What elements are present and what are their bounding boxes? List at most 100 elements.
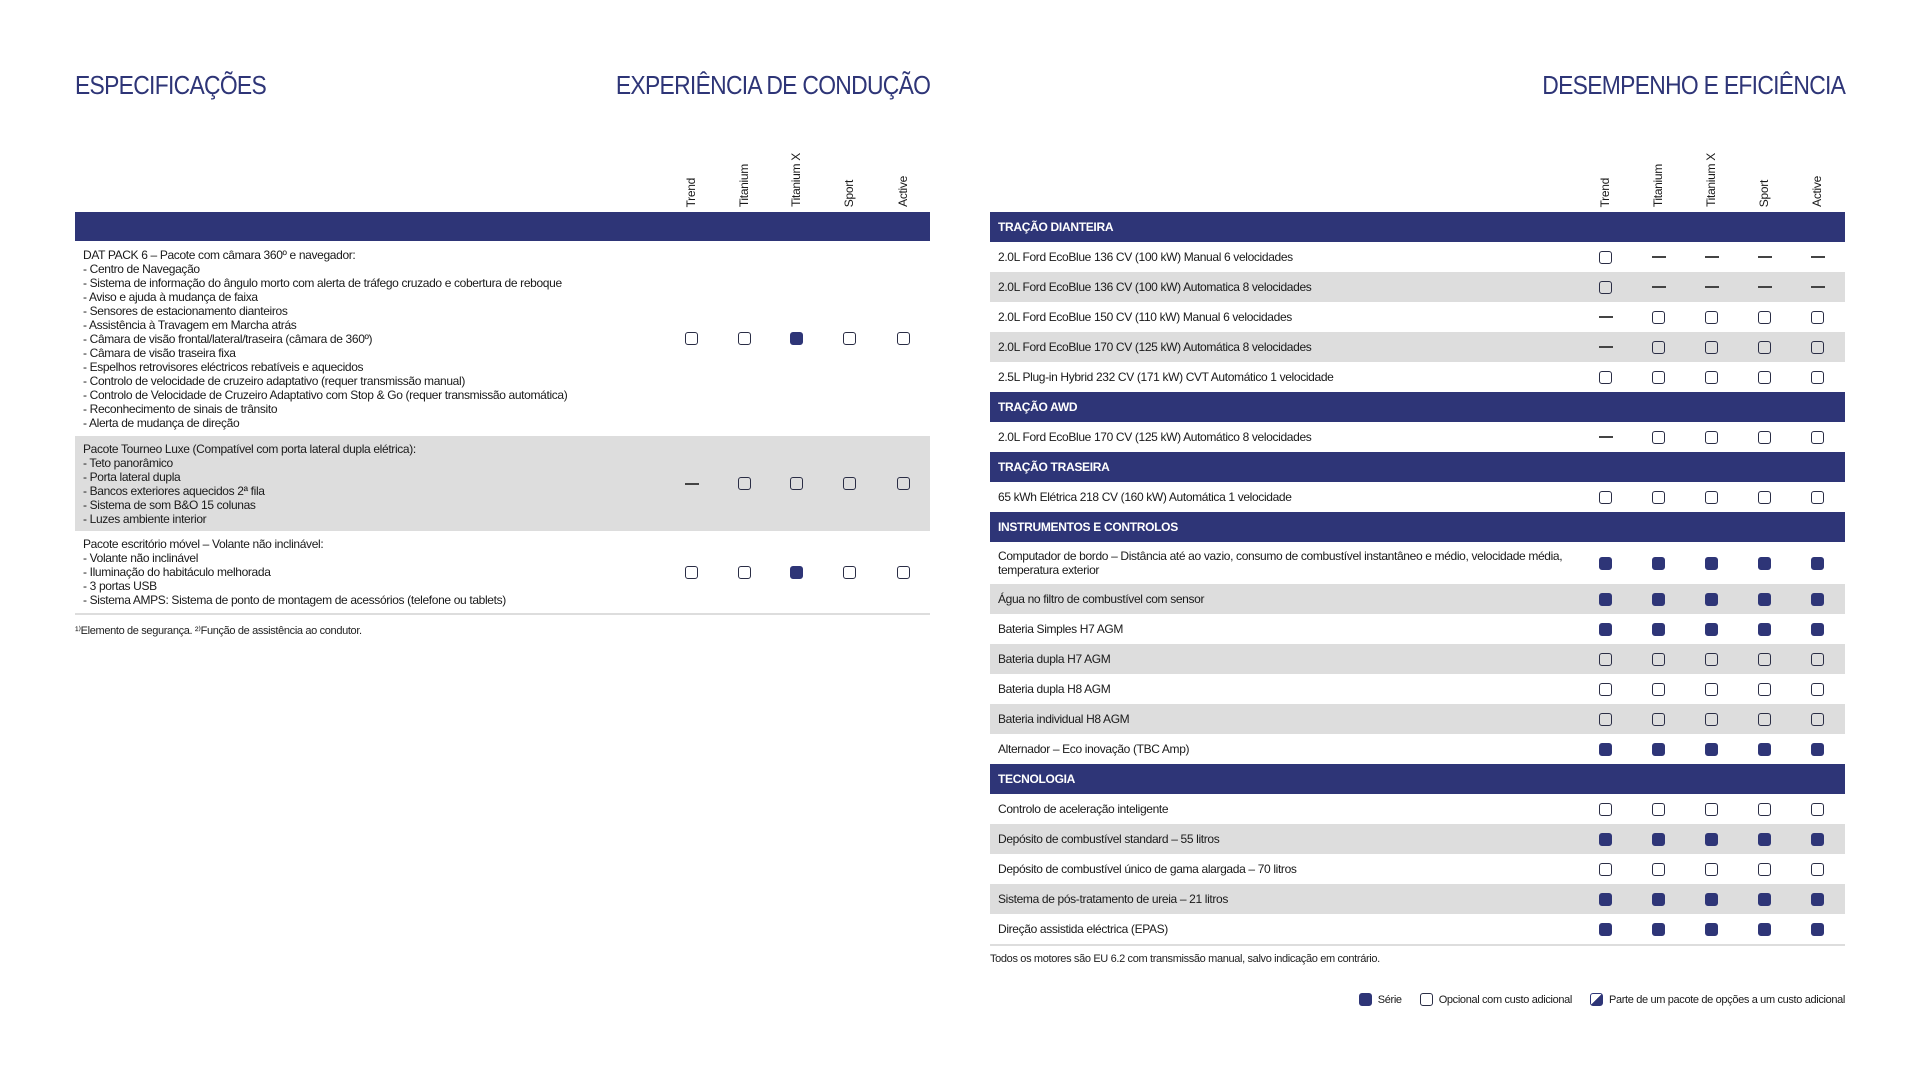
optional-empty-square-icon [1652, 490, 1665, 504]
standard-filled-square-icon [1811, 922, 1824, 936]
optional-empty-square-icon [1599, 862, 1612, 876]
optional-empty-square-icon [685, 332, 698, 345]
optional-empty-square-icon [1811, 682, 1824, 696]
package-line: - Bancos exteriores aquecidos 2ª fila [83, 484, 265, 498]
package-description: DAT PACK 6 – Pacote com câmara 360º e na… [75, 241, 930, 430]
standard-filled-square-icon [1652, 592, 1665, 606]
optional-empty-square-icon [1811, 712, 1824, 726]
spec-label: Alternador – Eco inovação (TBC Amp) [998, 742, 1190, 756]
optional-empty-square-icon [1599, 250, 1612, 264]
not-available-dash-icon [1705, 286, 1719, 288]
optional-empty-square-icon [1652, 430, 1665, 444]
optional-empty-square-icon [1705, 682, 1718, 696]
right-footnote: Todos os motores são EU 6.2 com transmis… [990, 953, 1380, 965]
optional-empty-square-icon [1652, 310, 1665, 324]
package-line: - Sistema de informação do ângulo morto … [83, 276, 562, 290]
spec-row: 2.0L Ford EcoBlue 170 CV (125 kW) Automá… [990, 422, 1845, 452]
spec-label: Depósito de combustível standard – 55 li… [998, 832, 1220, 846]
legend-serie: Série [1358, 993, 1402, 1006]
column-header-label: Sport [842, 179, 856, 207]
spec-label: 2.0L Ford EcoBlue 170 CV (125 kW) Automá… [998, 430, 1312, 444]
standard-filled-square-icon [1599, 922, 1612, 936]
column-header-label: Trend [684, 177, 698, 207]
standard-filled-square-icon [1599, 556, 1612, 570]
standard-filled-square-icon [1758, 592, 1771, 606]
optional-empty-square-icon [1599, 802, 1612, 816]
column-header-sport: Sport [842, 130, 862, 207]
column-header-label: Titanium [737, 163, 751, 207]
optional-empty-square-icon [1811, 340, 1824, 354]
spec-row: Bateria dupla H7 AGM [990, 644, 1845, 674]
legend-serie-label: Série [1377, 993, 1402, 1006]
optional-empty-square-icon [1705, 652, 1718, 666]
standard-filled-square-icon [1652, 832, 1665, 846]
spec-row: Água no filtro de combustível com sensor [990, 584, 1845, 614]
spec-row: Direção assistida eléctrica (EPAS) [990, 914, 1845, 944]
spec-label: Sistema de pós-tratamento de ureia – 21 … [998, 892, 1229, 906]
optional-empty-square-icon [897, 477, 910, 490]
optional-empty-square-icon [738, 477, 751, 490]
standard-filled-square-icon [1705, 622, 1718, 636]
package-row: DAT PACK 6 – Pacote com câmara 360º e na… [75, 241, 930, 436]
package-line: - Sistema de som B&O 15 colunas [83, 498, 256, 512]
package-line: - Alerta de mudança de direção [83, 416, 240, 430]
package-line: - Controlo de velocidade de cruzeiro ada… [83, 374, 465, 388]
standard-filled-square-icon [1811, 622, 1824, 636]
package-line: - Iluminação do habitáculo melhorada [83, 565, 271, 579]
optional-empty-square-icon [1705, 370, 1718, 384]
package-line: Pacote Tourneo Luxe (Compatível com port… [83, 442, 416, 456]
package-description: Pacote escritório móvel – Volante não in… [75, 531, 930, 607]
package-line: - Sistema AMPS: Sistema de ponto de mont… [83, 593, 506, 607]
column-header-titanium: Titanium [737, 130, 757, 207]
not-available-dash-icon [1705, 256, 1719, 258]
not-available-dash-icon [1599, 316, 1613, 318]
optional-empty-square-icon [1758, 682, 1771, 696]
spec-row: 2.0L Ford EcoBlue 136 CV (100 kW) Automa… [990, 272, 1845, 302]
package-line: - Assistência à Travagem em Marcha atrás [83, 318, 297, 332]
section-title-experiencia: EXPERIÊNCIA DE CONDUÇÃO [615, 70, 931, 100]
filled-square-icon [1358, 993, 1372, 1006]
optional-empty-square-icon [843, 565, 856, 579]
spec-label: Bateria dupla H8 AGM [998, 682, 1111, 696]
column-header-active: Active [896, 130, 916, 207]
optional-empty-square-icon [1705, 802, 1718, 816]
performance-table: TRAÇÃO DIANTEIRA 2.0L Ford EcoBlue 136 CV… [990, 212, 1845, 946]
optional-empty-square-icon [1705, 340, 1718, 354]
optional-empty-square-icon [1652, 340, 1665, 354]
package-line: - Controlo de Velocidade de Cruzeiro Ada… [83, 388, 568, 402]
standard-filled-square-icon [790, 332, 803, 345]
package-line: Pacote escritório móvel – Volante não in… [83, 537, 324, 551]
optional-empty-square-icon [1599, 652, 1612, 666]
package-line: - Porta lateral dupla [83, 470, 181, 484]
standard-filled-square-icon [1811, 742, 1824, 756]
column-header-trend: Trend [684, 130, 704, 207]
spec-label: 2.0L Ford EcoBlue 136 CV (100 kW) Automa… [998, 280, 1312, 294]
column-header-sport: Sport [1757, 130, 1777, 207]
optional-empty-square-icon [738, 332, 751, 345]
standard-filled-square-icon [1652, 622, 1665, 636]
standard-filled-square-icon [1652, 742, 1665, 756]
spec-row: Depósito de combustível standard – 55 li… [990, 824, 1845, 854]
not-available-dash-icon [1652, 256, 1666, 258]
not-available-dash-icon [685, 482, 699, 485]
optional-empty-square-icon [1758, 802, 1771, 816]
spec-row: Bateria dupla H8 AGM [990, 674, 1845, 704]
standard-filled-square-icon [1599, 742, 1612, 756]
package-line: - Aviso e ajuda à mudança de faixa [83, 290, 258, 304]
column-header-active: Active [1810, 130, 1830, 207]
optional-empty-square-icon [1811, 802, 1824, 816]
standard-filled-square-icon [1758, 832, 1771, 846]
legend-pacote: Parte de um pacote de opções a um custo … [1589, 993, 1845, 1006]
spec-label: 2.5L Plug-in Hybrid 232 CV (171 kW) CVT … [998, 370, 1334, 384]
optional-empty-square-icon [1811, 310, 1824, 324]
section-header-tra-o-awd: TRAÇÃO AWD [990, 392, 1845, 422]
column-header-label: Titanium X [789, 153, 803, 207]
standard-filled-square-icon [1705, 832, 1718, 846]
standard-filled-square-icon [1652, 556, 1665, 570]
standard-filled-square-icon [1652, 922, 1665, 936]
left-footnote: ¹⁾Elemento de segurança. ²⁾Função de ass… [75, 625, 362, 637]
column-header-label: Trend [1598, 177, 1612, 207]
spec-row: Depósito de combustível único de gama al… [990, 854, 1845, 884]
spec-label: Bateria Simples H7 AGM [998, 622, 1124, 636]
standard-filled-square-icon [1705, 742, 1718, 756]
